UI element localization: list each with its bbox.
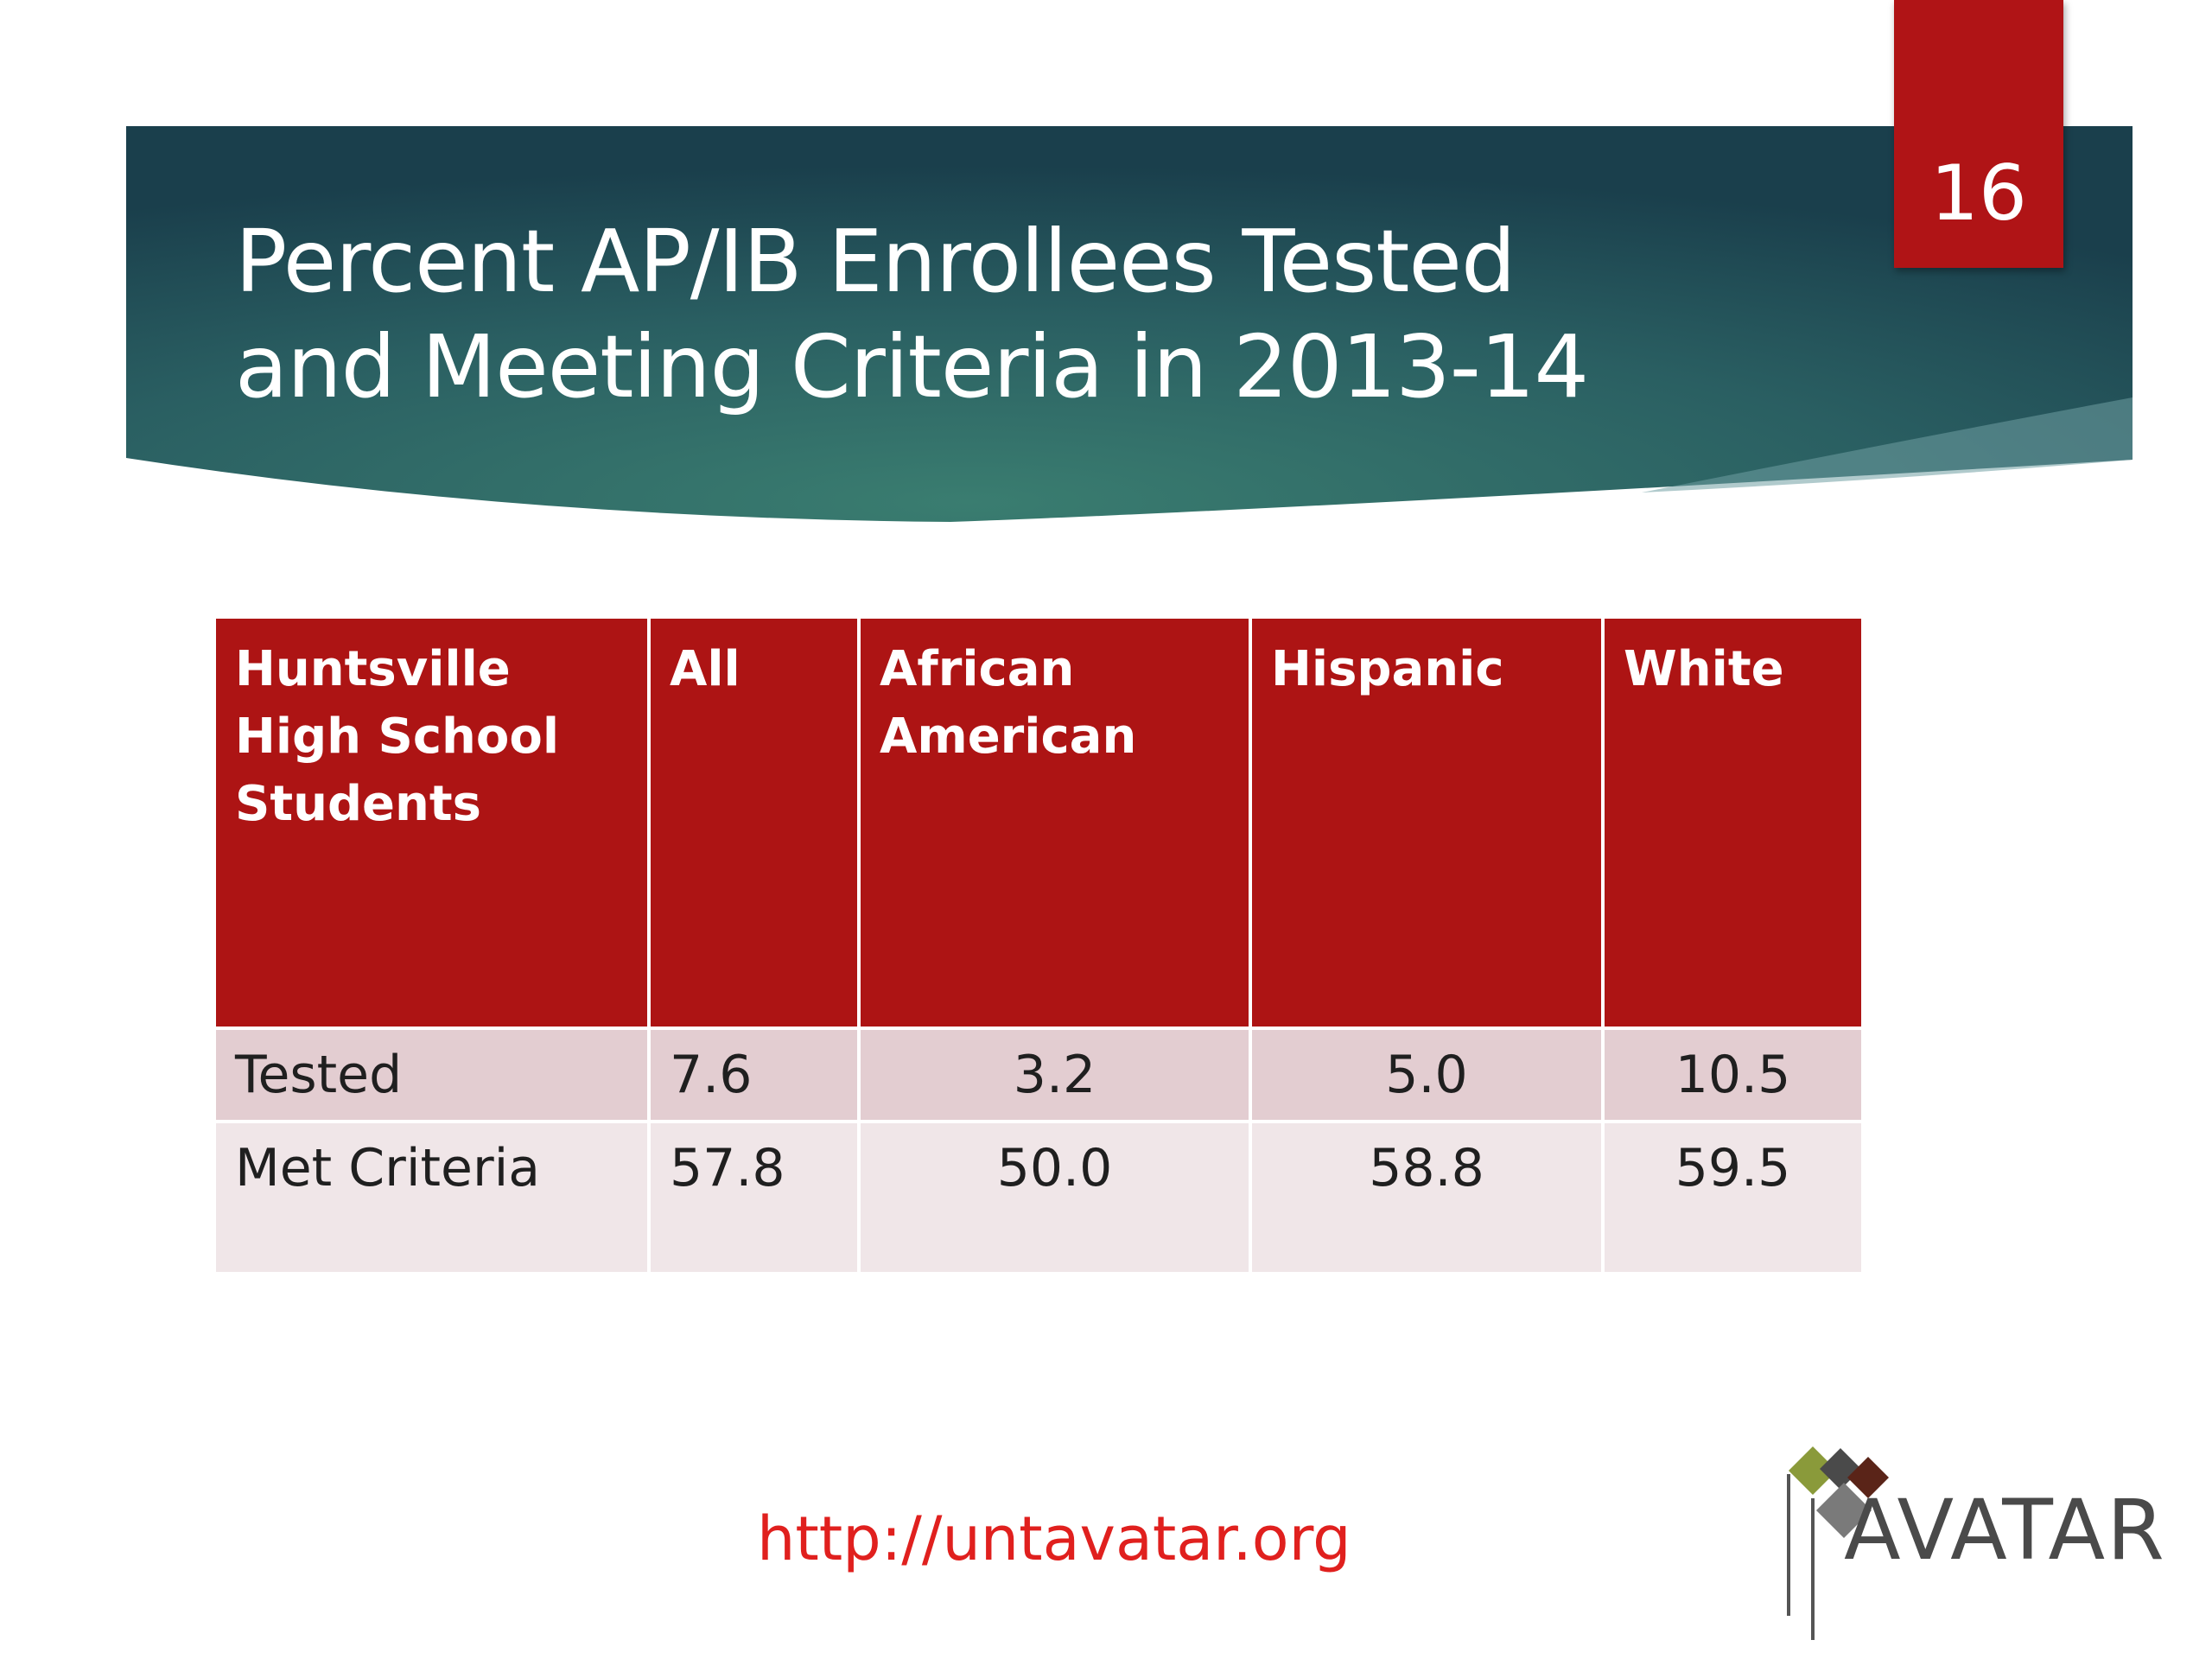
slide-title: Percent AP/IB Enrollees Tested and Meeti… (235, 209, 1877, 420)
header-hispanic: Hispanic (1249, 615, 1605, 1030)
cell-met-african-american: 50.0 (857, 1120, 1252, 1275)
slide-number-badge: 16 (1894, 0, 2063, 268)
header-african-american: African American (857, 615, 1252, 1030)
cell-met-all: 57.8 (647, 1120, 861, 1275)
slide-number: 16 (1930, 149, 2027, 238)
header-white: White (1601, 615, 1865, 1030)
avatar-logo-icon (1787, 1446, 1889, 1640)
title-banner (126, 126, 2133, 522)
row-label-met-criteria: Met Criteria (213, 1120, 651, 1275)
cell-tested-all: 7.6 (647, 1027, 861, 1123)
avatar-logo-text: AVATAR (1844, 1482, 2166, 1579)
slide-title-line-1: Percent AP/IB Enrollees Tested (235, 211, 1516, 312)
row-label-tested: Tested (213, 1027, 651, 1123)
cell-tested-white: 10.5 (1601, 1027, 1865, 1123)
enrollees-table: Huntsville High School Students All Afri… (213, 615, 1865, 1275)
cell-tested-african-american: 3.2 (857, 1027, 1252, 1123)
cell-met-white: 59.5 (1601, 1120, 1865, 1275)
table-row-tested: Tested 7.6 3.2 5.0 10.5 (213, 1027, 1865, 1123)
slide-title-line-2: and Meeting Criteria in 2013-14 (235, 316, 1589, 417)
table-row-met-criteria: Met Criteria 57.8 50.0 58.8 59.5 (213, 1120, 1865, 1275)
header-all: All (647, 615, 861, 1030)
header-students: Huntsville High School Students (213, 615, 651, 1030)
footer-url-link[interactable]: http://untavatar.org (757, 1503, 1351, 1574)
cell-tested-hispanic: 5.0 (1249, 1027, 1605, 1123)
cell-met-hispanic: 58.8 (1249, 1120, 1605, 1275)
table-header-row: Huntsville High School Students All Afri… (213, 615, 1865, 1030)
